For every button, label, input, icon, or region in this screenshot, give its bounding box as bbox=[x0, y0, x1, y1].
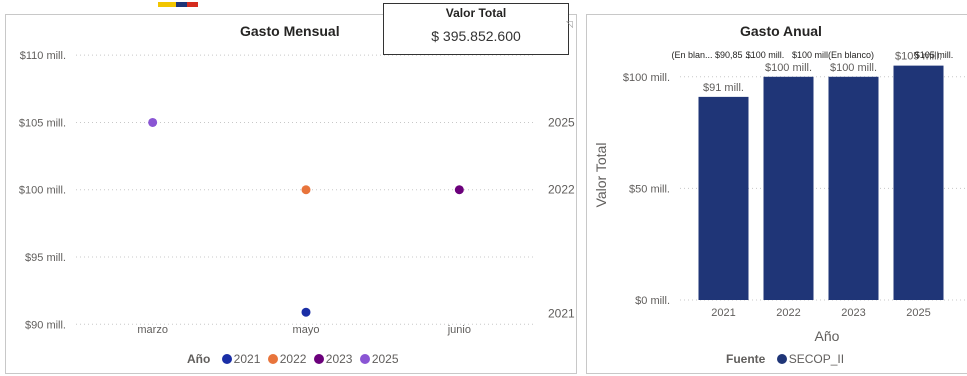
series-end-label: 2021 bbox=[548, 307, 575, 321]
brand-flag-logo bbox=[158, 2, 198, 7]
x-axis-title: Año bbox=[815, 328, 840, 344]
x-tick-label: 2022 bbox=[776, 307, 800, 319]
legend-label: 2023 bbox=[325, 352, 353, 366]
y-tick-label: $95 mill. bbox=[25, 252, 66, 264]
gasto-mensual-panel[interactable]: Gasto Mensual $90 mill. $95 mill. $100 mil… bbox=[5, 14, 577, 374]
legend-dot-2022-icon bbox=[267, 354, 278, 364]
series-end-label: 2025 bbox=[548, 115, 575, 129]
legend-label: SECOP_II bbox=[788, 352, 845, 366]
valor-total-card[interactable]: Valor Total $ 395.852.600 bbox=[383, 3, 569, 55]
y-tick-label: $0 mill. bbox=[635, 295, 670, 307]
bar-2025 bbox=[893, 65, 944, 300]
legend-title: Año bbox=[187, 352, 211, 366]
x-tick-label: mayo bbox=[293, 324, 320, 336]
bar-data-label: $100 mill. bbox=[830, 62, 877, 74]
bar-data-label: $105 mill. bbox=[895, 51, 942, 63]
bar-top-annotation: $100 mill. bbox=[746, 50, 785, 60]
x-tick-label: junio bbox=[447, 324, 471, 336]
legend-label: 2021 bbox=[233, 352, 261, 366]
y-tick-label: $90 mill. bbox=[25, 319, 66, 331]
legend-item-secop-ii[interactable]: SECOP_II bbox=[773, 352, 844, 366]
gasto-anual-title: Gasto Anual bbox=[740, 23, 822, 39]
data-point-2022 bbox=[301, 185, 311, 195]
bar-top-annotation: $105 mill. bbox=[915, 50, 954, 60]
gasto-anual-legend[interactable]: Fuente SECOP_II bbox=[726, 352, 844, 366]
bar-2021 bbox=[698, 96, 749, 300]
valor-total-value: $ 395.852.600 bbox=[431, 28, 521, 44]
y-tick-label: $50 mill. bbox=[629, 183, 670, 195]
data-point-2021 bbox=[301, 307, 311, 317]
legend-item-2025[interactable]: 2025 bbox=[356, 352, 399, 366]
data-point-2025 bbox=[148, 117, 158, 127]
bar-data-label: $91 mill. bbox=[703, 82, 744, 94]
bar-top-annotation: $100 mill(En blanco) bbox=[792, 50, 874, 60]
gasto-mensual-chart[interactable]: $90 mill. $95 mill. $100 mill. $105 mill. $1… bbox=[6, 15, 576, 373]
data-point-2023 bbox=[454, 185, 464, 195]
legend-item-2021[interactable]: 2021 bbox=[218, 352, 261, 366]
gasto-anual-panel[interactable]: Gasto Anual $0 mill. $50 mill. $100 mill. $… bbox=[586, 14, 967, 374]
legend-label: 2025 bbox=[371, 352, 399, 366]
legend-item-2022[interactable]: 2022 bbox=[264, 352, 307, 366]
legend-item-2023[interactable]: 2023 bbox=[310, 352, 353, 366]
gasto-mensual-legend[interactable]: Año 2021 2022 2023 2025 bbox=[187, 352, 399, 366]
legend-dot-secop-ii-icon bbox=[776, 354, 787, 364]
y-axis-title: Valor Total bbox=[593, 143, 609, 208]
legend-label: 2022 bbox=[279, 352, 307, 366]
bar-top-annotation: (En blan... $90,85 ... bbox=[671, 50, 752, 60]
y-tick-label: $100 mill. bbox=[19, 185, 66, 197]
series-end-label: 2022 bbox=[548, 183, 575, 197]
y-tick-label: $105 mill. bbox=[19, 117, 66, 129]
valor-total-label: Valor Total bbox=[445, 6, 507, 20]
legend-dot-2025-icon bbox=[359, 354, 370, 364]
y-tick-label: $110 mill. bbox=[20, 50, 66, 62]
x-tick-label: marzo bbox=[137, 324, 168, 336]
legend-dot-2021-icon bbox=[221, 354, 232, 364]
bar-data-label: $100 mill. bbox=[765, 62, 812, 74]
legend-dot-2023-icon bbox=[313, 354, 324, 364]
legend-title: Fuente bbox=[726, 352, 766, 366]
bar-2022 bbox=[763, 76, 814, 301]
gasto-mensual-title: Gasto Mensual bbox=[240, 23, 340, 39]
bar-2023 bbox=[828, 76, 879, 301]
y-tick-label: $100 mill. bbox=[623, 72, 670, 84]
x-tick-label: 2023 bbox=[841, 307, 865, 319]
visual-corner-icon[interactable]: ◹ bbox=[566, 19, 573, 29]
x-tick-label: 2025 bbox=[906, 307, 930, 319]
x-tick-label: 2021 bbox=[711, 307, 735, 319]
gasto-anual-chart[interactable]: $0 mill. $50 mill. $100 mill. $91 mill. 2021… bbox=[587, 15, 967, 373]
